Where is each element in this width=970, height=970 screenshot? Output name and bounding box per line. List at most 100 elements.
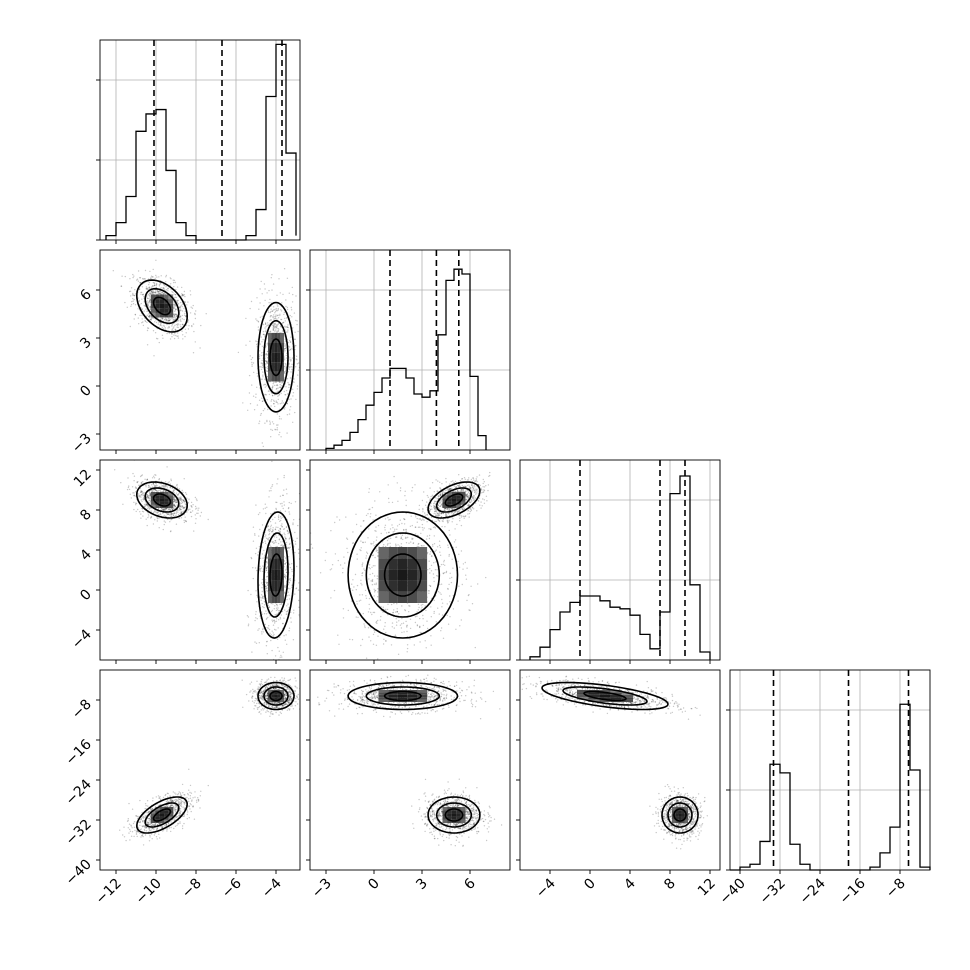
sample-point	[182, 295, 184, 297]
sample-point	[141, 492, 144, 494]
sample-point	[148, 497, 151, 500]
sample-point	[135, 504, 137, 506]
sample-point	[167, 513, 169, 516]
sample-point	[174, 313, 176, 316]
sample-point	[139, 475, 142, 478]
sample-point	[275, 315, 277, 318]
sample-point	[162, 512, 164, 514]
sample-point	[146, 329, 149, 332]
sample-point	[155, 511, 157, 513]
panel-frame	[99, 39, 301, 241]
density-cell	[164, 492, 169, 496]
sample-point	[256, 618, 258, 620]
sample-point	[167, 320, 170, 322]
sample-point	[265, 326, 267, 328]
sample-point	[459, 480, 461, 482]
sample-point	[445, 513, 447, 515]
sample-point	[155, 483, 157, 485]
sample-point	[171, 291, 173, 293]
sample-point	[177, 493, 180, 496]
sample-point	[188, 498, 190, 500]
sample-point	[163, 292, 165, 294]
sample-point	[133, 480, 135, 482]
sample-point	[169, 521, 171, 523]
sample-point	[165, 286, 167, 288]
sample-point	[289, 314, 291, 317]
sample-point	[510, 562, 511, 563]
sample-point	[276, 424, 278, 426]
sample-point	[434, 502, 436, 504]
sample-point	[288, 538, 290, 540]
sample-point	[265, 537, 268, 539]
sample-point	[274, 528, 277, 530]
sample-point	[124, 301, 126, 304]
sample-point	[251, 384, 253, 386]
sample-point	[181, 310, 184, 312]
sample-point	[252, 362, 255, 364]
sample-point	[171, 336, 173, 338]
sample-point	[288, 630, 290, 632]
sample-point	[169, 483, 172, 485]
sample-point	[433, 562, 435, 564]
sample-point	[271, 485, 273, 488]
sample-point	[145, 518, 147, 520]
sample-point	[260, 362, 262, 364]
sample-point	[284, 576, 286, 579]
sample-point	[445, 515, 447, 517]
sample-point	[271, 421, 274, 423]
sample-point	[149, 494, 152, 496]
sample-point	[164, 327, 166, 329]
sample-point	[249, 403, 252, 405]
sample-point	[278, 516, 280, 519]
sample-point	[157, 290, 159, 292]
sample-point	[148, 313, 150, 315]
sample-point	[159, 513, 162, 515]
sample-point	[288, 531, 290, 534]
sample-point	[170, 530, 172, 532]
sample-point	[273, 403, 275, 405]
sample-point	[278, 278, 280, 280]
panel-frame	[729, 669, 931, 871]
sample-point	[274, 428, 276, 431]
sample-point	[263, 604, 266, 606]
sample-point	[160, 282, 162, 285]
sample-point	[261, 613, 263, 615]
sample-point	[457, 511, 460, 513]
sample-point	[135, 510, 137, 513]
sample-point	[466, 484, 469, 487]
sample-point	[142, 515, 144, 517]
sample-point	[463, 517, 465, 519]
sample-point	[447, 489, 450, 492]
sample-point	[196, 512, 198, 514]
sample-point	[163, 288, 165, 290]
sample-point	[179, 310, 181, 312]
sample-point	[149, 494, 151, 497]
sample-point	[460, 489, 463, 492]
sample-point	[173, 334, 175, 336]
sample-point	[274, 528, 277, 531]
sample-point	[176, 509, 179, 511]
sample-point	[194, 522, 197, 524]
sample-point	[289, 358, 291, 361]
sample-point	[287, 610, 289, 612]
density-cell	[274, 342, 278, 353]
sample-point	[470, 487, 472, 489]
sample-point	[181, 323, 184, 326]
sample-point	[143, 497, 145, 499]
sample-point	[180, 316, 182, 318]
sample-point	[281, 382, 283, 384]
sample-point	[264, 299, 266, 302]
sample-point	[454, 511, 456, 514]
sample-point	[453, 482, 455, 484]
density-cell	[460, 501, 466, 505]
sample-point	[281, 544, 283, 546]
sample-point	[472, 487, 475, 490]
sample-point	[276, 384, 279, 387]
sample-point	[435, 500, 437, 503]
sample-point	[388, 531, 390, 533]
sample-point	[146, 504, 149, 506]
sample-point	[183, 507, 185, 510]
density-cell	[451, 498, 457, 502]
sample-point	[411, 524, 413, 527]
sample-point	[268, 625, 270, 627]
